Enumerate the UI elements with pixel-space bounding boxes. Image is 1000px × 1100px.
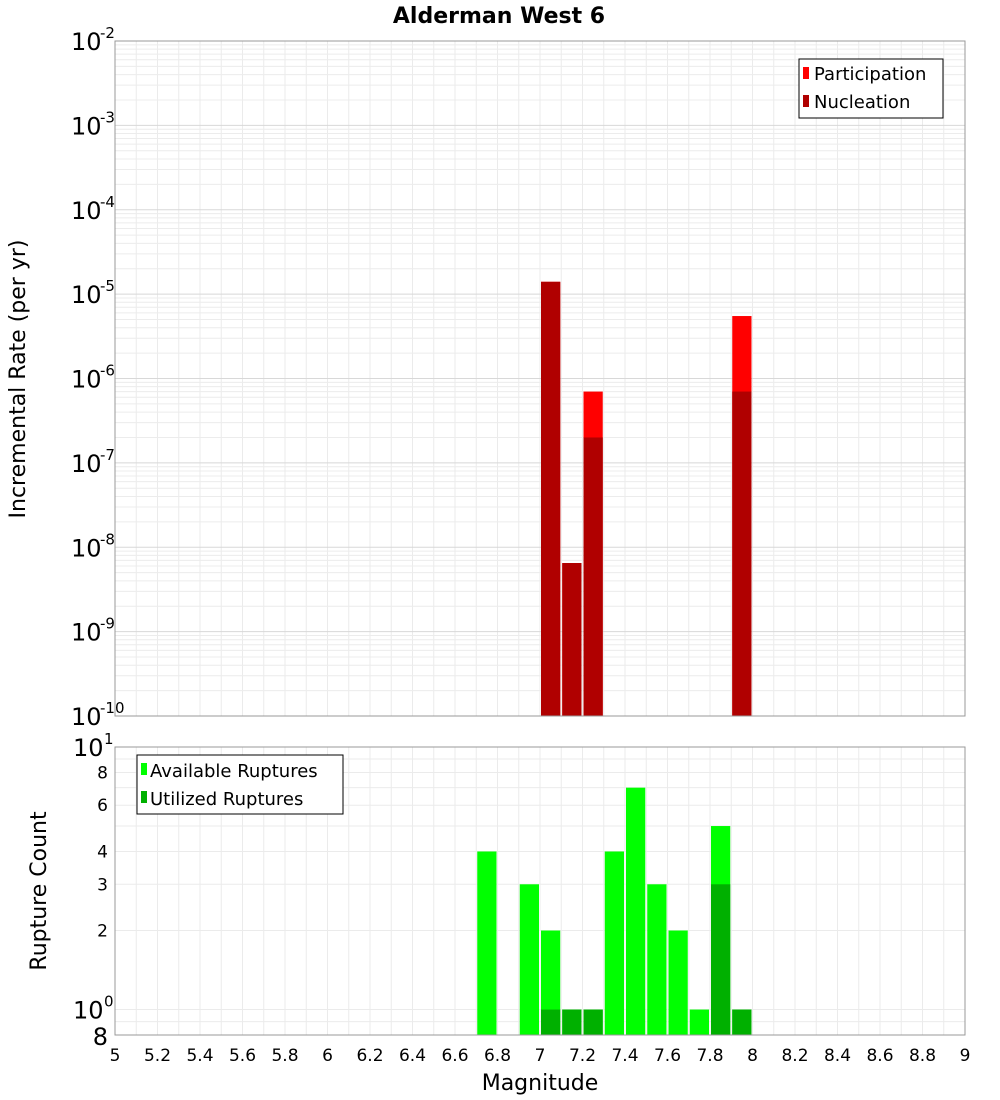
- top-bar-nucleation: [732, 391, 752, 716]
- bottom-y-tick-exponent: 1: [104, 730, 114, 748]
- x-tick-label: 5.8: [271, 1046, 298, 1066]
- x-tick-label: 6: [322, 1046, 333, 1066]
- top-y-tick-mantissa: 10: [71, 534, 102, 562]
- top-y-tick-exponent: -6: [100, 362, 115, 380]
- x-tick-label: 8.4: [824, 1046, 851, 1066]
- top-y-axis-label: Incremental Rate (per yr): [6, 240, 31, 519]
- top-y-tick-mantissa: 10: [71, 619, 102, 647]
- bottom-bar-available-ruptures: [477, 851, 497, 1035]
- x-tick-label: 9: [960, 1046, 971, 1066]
- bottom-bar-available-ruptures: [541, 930, 561, 1035]
- top-y-tick-labels: 10-210-310-410-510-610-710-810-910-10: [71, 24, 125, 731]
- x-tick-label: 8.2: [781, 1046, 808, 1066]
- x-tick-label: 8.6: [866, 1046, 893, 1066]
- bottom-y-tick-exponent: 0: [104, 993, 114, 1011]
- legend-swatch-utilized: [141, 791, 147, 803]
- bottom-y-tick-mantissa: 10: [73, 997, 104, 1025]
- top-y-tick-exponent: -5: [100, 277, 115, 295]
- x-tick-label: 6.6: [441, 1046, 468, 1066]
- top-bar-nucleation: [541, 281, 561, 716]
- top-y-tick-exponent: -9: [100, 615, 115, 633]
- bottom-bar-utilized-ruptures: [711, 884, 731, 1035]
- top-plot-gridlines: [114, 41, 966, 717]
- x-tick-label: 7: [535, 1046, 546, 1066]
- top-y-tick-exponent: -2: [100, 24, 115, 42]
- top-y-tick-exponent: -3: [100, 108, 115, 126]
- bottom-y-tick-label: 8: [93, 1023, 108, 1051]
- top-bar-nucleation: [562, 563, 582, 716]
- bottom-bar-available-ruptures: [647, 884, 667, 1035]
- bottom-bar-utilized-ruptures: [541, 1009, 561, 1035]
- bottom-bar-available-ruptures: [519, 884, 539, 1035]
- top-y-tick-mantissa: 10: [71, 197, 102, 225]
- top-y-tick-mantissa: 10: [71, 703, 102, 731]
- bottom-plot-border: [114, 746, 966, 1036]
- x-tick-labels: 5 5.2 5.4 5.6 5.8 6 6.2 6.4 6.6 6.8 7 7.2 7.4 7.6 7.8 8…: [110, 1046, 971, 1066]
- legend-swatch-available: [141, 763, 147, 775]
- x-tick-label: 8.8: [909, 1046, 936, 1066]
- bottom-y-tick-label: 2: [97, 922, 108, 942]
- top-y-tick-mantissa: 10: [71, 281, 102, 309]
- top-y-tick-mantissa: 10: [71, 366, 102, 394]
- bottom-bar-available-ruptures: [689, 1009, 709, 1035]
- legend-label-available: Available Ruptures: [150, 761, 318, 782]
- bottom-y-tick-mantissa: 10: [73, 734, 104, 762]
- bottom-y-tick-label: 6: [97, 796, 108, 816]
- bottom-bar-available-ruptures: [668, 930, 688, 1035]
- top-y-tick-exponent: -10: [100, 699, 125, 717]
- x-tick-label: 8: [747, 1046, 758, 1066]
- x-tick-label: 6.4: [399, 1046, 426, 1066]
- top-y-tick-mantissa: 10: [71, 450, 102, 478]
- top-legend: Participation Nucleation: [798, 58, 944, 119]
- legend-label-nucleation: Nucleation: [814, 92, 910, 113]
- x-tick-label: 7.2: [569, 1046, 596, 1066]
- bottom-y-tick-label: 4: [97, 842, 108, 862]
- legend-swatch-participation: [803, 67, 809, 79]
- top-plot-border: [114, 40, 966, 717]
- bottom-bar-utilized-ruptures: [583, 1009, 603, 1035]
- bottom-bar-utilized-ruptures: [562, 1009, 582, 1035]
- top-y-tick-mantissa: 10: [71, 112, 102, 140]
- bottom-bar-available-ruptures: [604, 851, 624, 1035]
- legend-swatch-nucleation: [803, 95, 809, 107]
- x-tick-label: 6.2: [356, 1046, 383, 1066]
- bottom-bar-available-ruptures: [626, 787, 646, 1035]
- bottom-y-axis-label: Rupture Count: [27, 811, 52, 971]
- legend-label-participation: Participation: [814, 64, 926, 85]
- x-tick-label: 5: [110, 1046, 121, 1066]
- x-tick-label: 7.6: [654, 1046, 681, 1066]
- x-tick-label: 7.8: [696, 1046, 723, 1066]
- top-bar-nucleation: [583, 437, 603, 716]
- bottom-bar-utilized-ruptures: [732, 1009, 752, 1035]
- top-plot-bars: [541, 281, 752, 716]
- top-y-tick-exponent: -4: [100, 193, 115, 211]
- legend-label-utilized: Utilized Ruptures: [150, 789, 303, 810]
- x-tick-label: 5.4: [186, 1046, 213, 1066]
- x-tick-label: 5.2: [144, 1046, 171, 1066]
- top-y-tick-exponent: -8: [100, 530, 115, 548]
- x-tick-label: 5.6: [229, 1046, 256, 1066]
- x-tick-label: 6.8: [484, 1046, 511, 1066]
- chart-title: Alderman West 6: [393, 4, 605, 29]
- x-tick-label: 7.4: [611, 1046, 638, 1066]
- bottom-y-tick-label: 8: [97, 763, 108, 783]
- bottom-legend: Available Ruptures Utilized Ruptures: [136, 754, 344, 815]
- x-axis-label: Magnitude: [482, 1071, 599, 1096]
- top-y-tick-mantissa: 10: [71, 28, 102, 56]
- bottom-plot-bars: [477, 787, 752, 1035]
- top-y-tick-exponent: -7: [100, 446, 115, 464]
- bottom-y-tick-label: 3: [97, 875, 108, 895]
